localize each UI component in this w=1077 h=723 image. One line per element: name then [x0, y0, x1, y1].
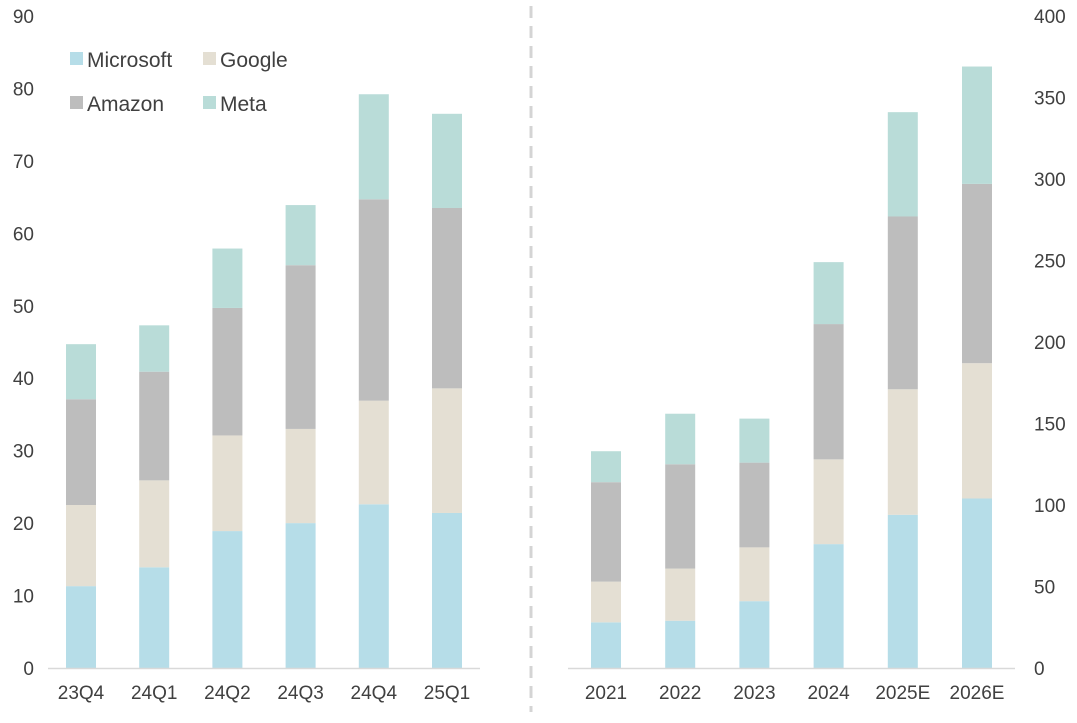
bar-segment-amazon-2026e [962, 183, 992, 364]
y-tick-label: 0 [1034, 659, 1045, 680]
bar-segment-google-2025e [887, 389, 918, 515]
bar-segment-microsoft-23q4 [66, 586, 96, 668]
bar-segment-meta-24q2 [212, 248, 243, 308]
bar-segment-google-2022 [665, 568, 696, 621]
x-tick-label: 24Q4 [351, 683, 398, 704]
bar-segment-meta-2022 [665, 413, 696, 465]
bar-segment-amazon-24q2 [212, 307, 243, 436]
bar-segment-microsoft-24q1 [139, 567, 170, 668]
bar-segment-meta-2025e [887, 112, 918, 217]
bar-segment-microsoft-2026e [962, 498, 992, 668]
x-tick-label: 24Q3 [277, 683, 323, 704]
y-tick-label: 90 [13, 7, 34, 28]
bar-segment-meta-2026e [962, 66, 992, 184]
bar-segment-microsoft-24q2 [212, 531, 243, 668]
bar-segment-amazon-24q3 [285, 265, 316, 429]
y-tick-label: 30 [13, 442, 34, 463]
bar-segment-google-2021 [591, 581, 621, 623]
y-tick-label: 100 [1034, 496, 1066, 517]
x-tick-label: 2025E [875, 683, 930, 704]
y-tick-label: 300 [1034, 170, 1066, 191]
x-tick-label: 23Q4 [58, 683, 105, 704]
x-tick-label: 24Q2 [204, 683, 250, 704]
bar-segment-google-24q4 [358, 400, 389, 505]
y-tick-label: 400 [1034, 7, 1066, 28]
x-tick-label: 25Q1 [424, 683, 470, 704]
bar-segment-microsoft-2021 [591, 622, 621, 668]
legend-label-google: Google [220, 49, 288, 72]
y-tick-label: 200 [1034, 333, 1066, 354]
y-tick-label: 350 [1034, 89, 1066, 110]
chart-panel-1: 0 10 20 30 40 50 60 70 80 90 23Q4 24Q1 24Q2 24Q3 24Q4 2… [13, 7, 480, 704]
legend-label-microsoft: Microsoft [87, 49, 172, 72]
y-tick-label: 50 [1034, 578, 1055, 599]
bar-segment-meta-23q4 [66, 344, 96, 400]
bar-segment-microsoft-2025e [887, 514, 918, 668]
x-tick-label: 24Q1 [131, 683, 177, 704]
y-tick-label: 150 [1034, 415, 1066, 436]
bar-segment-amazon-2022 [665, 464, 696, 569]
bar-segment-microsoft-2023 [739, 601, 770, 668]
bar-segment-google-24q2 [212, 435, 243, 532]
bar-segment-meta-24q4 [358, 94, 389, 200]
bar-segment-meta-24q3 [285, 205, 316, 266]
legend-label-amazon: Amazon [87, 93, 164, 116]
y-tick-label: 10 [13, 587, 34, 608]
x-tick-label: 2022 [659, 683, 701, 704]
bar-segment-amazon-23q4 [66, 399, 96, 505]
legend-label-meta: Meta [220, 93, 267, 116]
bar-segment-amazon-2023 [739, 462, 770, 548]
bar-segment-microsoft-24q3 [285, 523, 316, 668]
x-tick-label: 2024 [807, 683, 850, 704]
bar-segment-google-23q4 [66, 505, 96, 587]
legend-swatch-amazon [70, 96, 83, 109]
bar-segment-meta-25q1 [432, 113, 462, 208]
x-tick-label: 2023 [733, 683, 775, 704]
chart-panel-2: 0 50 100 150 200 250 300 350 400 2021 2022 2023 2024… [568, 7, 1066, 704]
y-tick-label: 50 [13, 297, 34, 318]
y-tick-label: 80 [13, 79, 34, 100]
bar-segment-google-2024 [813, 459, 844, 545]
bar-segment-google-24q3 [285, 428, 316, 524]
bar-segment-microsoft-2024 [813, 544, 844, 668]
bar-segment-amazon-2025e [887, 216, 918, 390]
bar-segment-amazon-24q1 [139, 371, 170, 481]
y-tick-label: 70 [13, 152, 34, 173]
y-tick-label: 60 [13, 224, 34, 245]
bar-segment-meta-2021 [591, 451, 621, 483]
x-tick-label: 2026E [950, 683, 1005, 704]
bar-segment-meta-2023 [739, 418, 770, 463]
x-tick-label: 2021 [585, 683, 627, 704]
bar-segment-microsoft-24q4 [358, 504, 389, 668]
bar-segment-amazon-24q4 [358, 199, 389, 401]
bar-segment-microsoft-2022 [665, 620, 696, 668]
bar-segment-google-2023 [739, 547, 770, 602]
bar-segment-meta-2024 [813, 262, 844, 325]
legend: Microsoft Google Amazon Meta [70, 49, 288, 116]
bar-segment-amazon-2021 [591, 482, 621, 582]
bar-segment-google-2026e [962, 363, 992, 499]
bar-segment-google-24q1 [139, 480, 170, 568]
y-tick-label: 250 [1034, 252, 1066, 273]
y-tick-label: 20 [13, 514, 34, 535]
bar-segment-microsoft-25q1 [432, 512, 462, 668]
bar-segment-amazon-2024 [813, 324, 844, 460]
legend-swatch-google [203, 52, 216, 65]
legend-swatch-microsoft [70, 52, 83, 65]
legend-swatch-meta [203, 96, 216, 109]
bar-segment-amazon-25q1 [432, 207, 462, 389]
y-tick-label: 0 [23, 659, 34, 680]
bar-segment-meta-24q1 [139, 325, 170, 372]
y-tick-label: 40 [13, 369, 34, 390]
bar-segment-google-25q1 [432, 388, 462, 513]
